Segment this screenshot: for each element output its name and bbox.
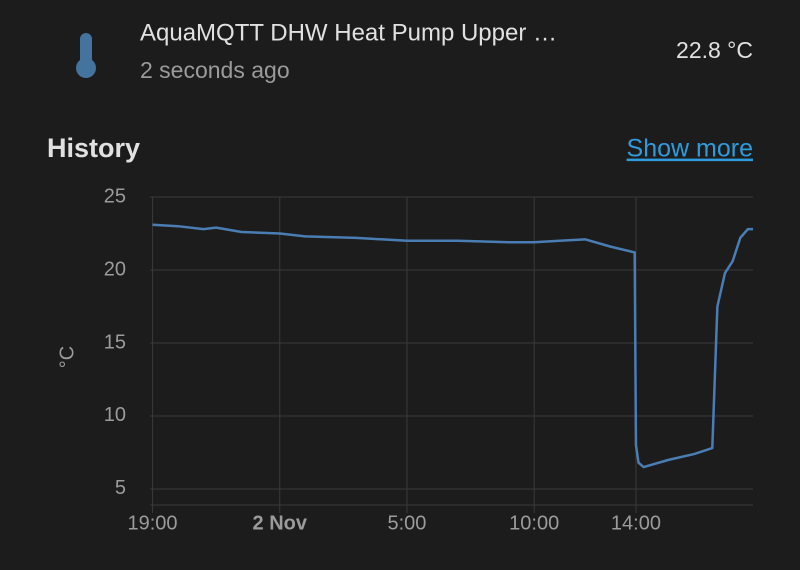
- show-more-link[interactable]: Show more: [627, 135, 753, 163]
- y-axis-label: °C: [56, 346, 78, 368]
- y-tick-label: 15: [104, 331, 126, 353]
- history-title: History: [47, 133, 140, 163]
- y-tick-label: 5: [115, 477, 126, 499]
- y-tick-label: 25: [104, 185, 126, 207]
- x-tick-label: 19:00: [128, 512, 178, 534]
- x-tick-label: 2 Nov: [253, 512, 308, 534]
- x-tick-label: 5:00: [388, 512, 427, 534]
- last-changed: 2 seconds ago: [140, 57, 290, 83]
- y-tick-label: 20: [104, 258, 126, 280]
- entity-state: 22.8 °C: [676, 37, 753, 63]
- entity-name: AquaMQTT DHW Heat Pump Upper …: [140, 19, 557, 46]
- x-tick-label: 10:00: [509, 512, 559, 534]
- thermometer-icon: [76, 33, 96, 78]
- data-line: [152, 223, 753, 469]
- y-tick-label: 10: [104, 404, 126, 426]
- x-tick-label: 14:00: [611, 512, 661, 534]
